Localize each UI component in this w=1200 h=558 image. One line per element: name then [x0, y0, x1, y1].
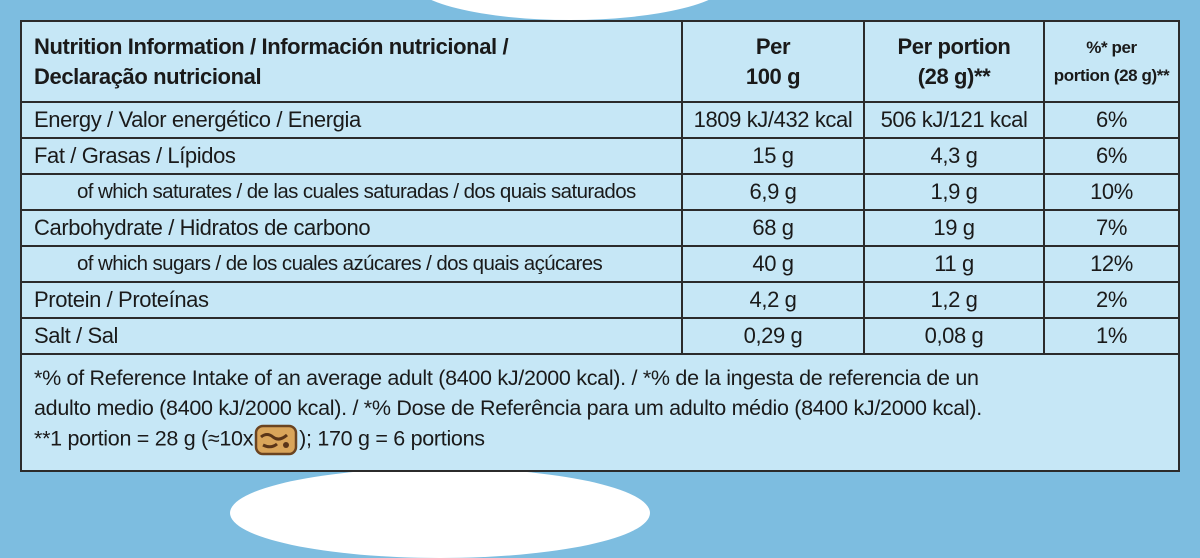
nutrient-value: 10% [1043, 173, 1178, 211]
nutrient-row: Salt / Sal 0,29 g 0,08 g 1% [22, 317, 1178, 355]
nutrient-row: Energy / Valor energético / Energia 1809 … [22, 102, 1178, 139]
nutrient-value: 506 kJ/121 kcal [863, 102, 1045, 139]
nutrient-row: Fat / Grasas / Lípidos 15 g 4,3 g 6% [22, 137, 1178, 175]
nutrient-value: 2% [1043, 281, 1178, 319]
header-cell: Nutrition Information / Información nutr… [22, 22, 683, 103]
nutrient-row: Protein / Proteínas 4,2 g 1,2 g 2% [22, 281, 1178, 319]
header-cell: Per portion (28 g)** [863, 22, 1045, 103]
nutrition-panel: Nutrition Information / Información nutr… [20, 20, 1180, 472]
footnote-line: adulto medio (8400 kJ/2000 kcal). / *% D… [34, 396, 982, 420]
footnote-line: **1 portion = 28 g (≈10x ); 170 g = 6 por… [34, 423, 1166, 457]
header-text: (28 g)** [917, 63, 991, 89]
biscuit-icon [254, 424, 298, 456]
nutrient-value: 19 g [863, 209, 1045, 247]
nutrient-label: Carbohydrate / Hidratos de carbono [22, 209, 683, 247]
nutrient-value: 11 g [863, 245, 1045, 283]
footnote-text: **1 portion = 28 g (≈10x [34, 426, 254, 451]
nutrient-value: 40 g [681, 245, 865, 283]
header-text: Per portion [897, 33, 1011, 59]
header-text: Per [755, 33, 791, 59]
nutrient-value: 4,3 g [863, 137, 1045, 175]
nutrient-value: 7% [1043, 209, 1178, 247]
header-text: Declaração nutricional [34, 63, 262, 89]
nutrient-label: of which saturates / de las cuales satur… [22, 173, 683, 211]
nutrient-value: 0,29 g [681, 317, 865, 355]
nutrient-label: of which sugars / de los cuales azúcares… [22, 245, 683, 283]
nutrient-label: Energy / Valor energético / Energia [22, 102, 683, 139]
header-cell: %* per portion (28 g)** [1043, 22, 1178, 103]
header-text: portion (28 g)** [1053, 65, 1170, 85]
nutrient-value: 15 g [681, 137, 865, 175]
table-body: Energy / Valor energético / Energia 1809 … [22, 102, 1178, 355]
nutrient-value: 1809 kJ/432 kcal [681, 102, 865, 139]
header-cell: Per 100 g [681, 22, 865, 103]
nutrient-value: 1,9 g [863, 173, 1045, 211]
nutrient-label: Protein / Proteínas [22, 281, 683, 319]
page: Nutrition Information / Información nutr… [20, 0, 1180, 558]
header-text: 100 g [745, 63, 801, 89]
nutrient-value: 1,2 g [863, 281, 1045, 319]
header-text: %* per [1086, 37, 1137, 57]
nutrient-value: 12% [1043, 245, 1178, 283]
nutrient-value: 68 g [681, 209, 865, 247]
bg-shape [410, 0, 730, 20]
nutrient-row: of which sugars / de los cuales azúcares… [22, 245, 1178, 283]
nutrient-label: Salt / Sal [22, 317, 683, 355]
nutrient-row: Carbohydrate / Hidratos de carbono 68 g 19… [22, 209, 1178, 247]
footnote-text: ); 170 g = 6 portions [299, 426, 485, 451]
nutrient-value: 0,08 g [863, 317, 1045, 355]
nutrient-value: 1% [1043, 317, 1178, 355]
nutrient-value: 6% [1043, 137, 1178, 175]
nutrient-value: 4,2 g [681, 281, 865, 319]
nutrient-row: of which saturates / de las cuales satur… [22, 173, 1178, 211]
footnote: *% of Reference Intake of an average adu… [22, 355, 1178, 465]
nutrient-label: Fat / Grasas / Lípidos [22, 137, 683, 175]
header-row: Nutrition Information / Información nutr… [22, 22, 1178, 103]
nutrient-value: 6% [1043, 102, 1178, 139]
nutrient-value: 6,9 g [681, 173, 865, 211]
bg-shape [230, 468, 650, 558]
nutrition-table: Nutrition Information / Información nutr… [22, 22, 1178, 355]
footnote-line: *% of Reference Intake of an average adu… [34, 366, 979, 390]
header-text: Nutrition Information / Información nutr… [34, 33, 509, 59]
